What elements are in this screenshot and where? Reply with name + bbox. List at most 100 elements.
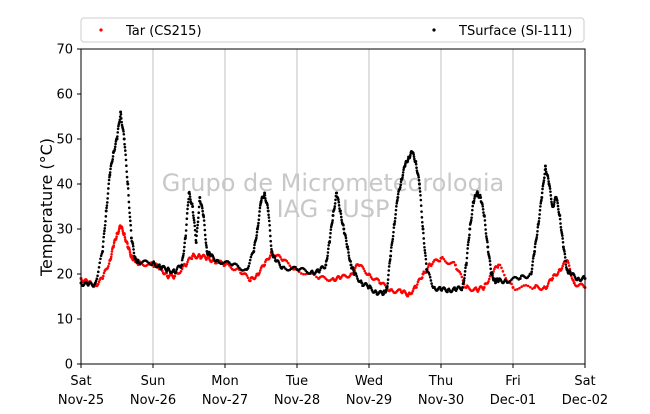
- data-point: [453, 263, 457, 267]
- data-point: [105, 204, 109, 207]
- data-point: [567, 261, 570, 265]
- x-tick-label-day: Sat: [574, 374, 595, 389]
- data-point: [256, 224, 260, 227]
- data-point: [503, 273, 506, 277]
- data-point: [533, 245, 537, 249]
- data-point: [216, 259, 220, 262]
- data-point: [278, 263, 282, 267]
- data-point: [347, 251, 350, 254]
- data-point: [181, 254, 185, 257]
- data-point: [459, 272, 463, 276]
- data-point: [467, 236, 471, 240]
- data-point: [102, 232, 106, 235]
- data-point: [288, 264, 292, 267]
- data-point: [557, 208, 560, 211]
- data-point: [342, 223, 345, 227]
- data-point: [344, 236, 348, 240]
- x-tick-label-date: Nov-28: [274, 393, 320, 408]
- data-point: [419, 204, 423, 207]
- data-point: [537, 216, 541, 220]
- data-point: [387, 269, 391, 272]
- data-point: [330, 221, 334, 224]
- y-tick-label: 50: [56, 133, 73, 148]
- data-point: [510, 282, 513, 286]
- data-point: [191, 211, 195, 214]
- data-point: [483, 223, 487, 227]
- data-point: [116, 131, 120, 134]
- data-point: [421, 224, 424, 228]
- data-point: [420, 210, 423, 213]
- data-point: [399, 288, 402, 292]
- data-point: [104, 209, 108, 213]
- data-point: [564, 259, 567, 263]
- data-point: [99, 254, 103, 258]
- data-point: [267, 213, 270, 217]
- data-point: [258, 210, 261, 213]
- data-point: [174, 270, 178, 273]
- data-point: [122, 132, 126, 136]
- data-point: [536, 229, 539, 233]
- data-point: [279, 255, 282, 259]
- data-point: [539, 202, 543, 205]
- data-point: [126, 182, 130, 186]
- data-point: [185, 217, 189, 221]
- data-point: [257, 221, 260, 225]
- data-point: [103, 223, 107, 227]
- data-point: [546, 177, 550, 180]
- data-point: [414, 162, 418, 166]
- data-point: [308, 272, 312, 275]
- data-point: [482, 286, 486, 289]
- data-point: [184, 234, 188, 238]
- data-point: [399, 180, 403, 184]
- data-point: [110, 252, 113, 256]
- data-point: [484, 228, 487, 231]
- data-point: [421, 227, 425, 231]
- data-point: [472, 201, 476, 205]
- data-point: [339, 209, 342, 213]
- data-point: [126, 242, 129, 245]
- legend: Tar (CS215) TSurface (SI-111): [80, 17, 585, 43]
- data-point: [462, 279, 466, 282]
- data-point: [511, 286, 515, 289]
- data-point: [245, 274, 249, 277]
- data-point: [318, 270, 321, 274]
- data-point: [172, 268, 176, 271]
- data-point: [131, 244, 135, 248]
- data-point: [563, 256, 567, 259]
- data-point: [179, 266, 183, 269]
- data-point: [195, 234, 198, 238]
- data-point: [302, 272, 305, 276]
- data-point: [393, 216, 397, 220]
- data-point: [488, 257, 491, 260]
- data-point: [196, 220, 200, 224]
- data-point: [412, 155, 416, 158]
- data-point: [556, 204, 560, 208]
- data-point: [277, 261, 281, 264]
- data-point: [191, 205, 195, 208]
- data-point: [418, 190, 422, 193]
- data-point: [471, 204, 474, 208]
- data-point: [563, 252, 567, 256]
- data-point: [114, 142, 117, 146]
- data-point: [123, 145, 127, 149]
- data-point: [538, 208, 542, 212]
- series-0: [79, 224, 587, 298]
- data-point: [195, 230, 199, 233]
- data-point: [386, 282, 390, 285]
- data-point: [361, 265, 364, 268]
- data-point: [468, 227, 472, 231]
- data-point: [120, 123, 124, 127]
- data-point: [347, 254, 351, 257]
- data-point: [202, 219, 206, 222]
- data-point: [470, 212, 474, 216]
- data-point: [468, 233, 471, 237]
- data-point: [331, 214, 335, 217]
- data-point: [548, 185, 552, 188]
- data-point: [567, 264, 571, 267]
- data-point: [266, 206, 270, 209]
- data-point: [103, 227, 107, 230]
- data-point: [128, 211, 131, 215]
- data-point: [112, 244, 116, 247]
- data-point: [530, 270, 534, 274]
- data-point: [418, 186, 422, 190]
